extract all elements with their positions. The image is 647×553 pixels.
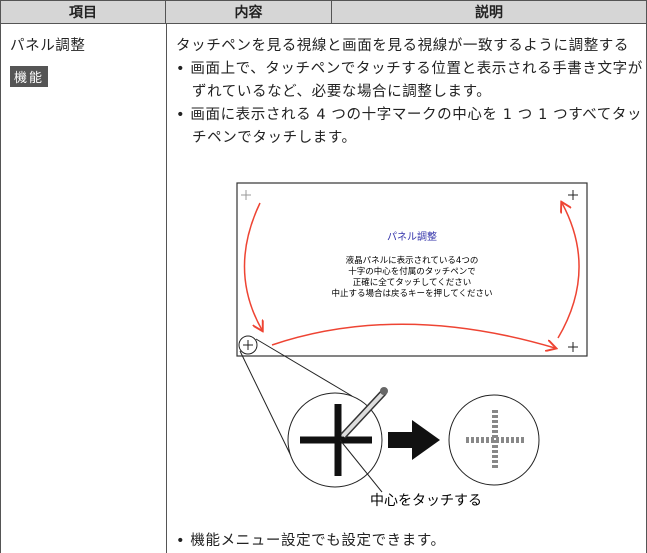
crosshair: [241, 190, 251, 200]
screen-title: パネル調整: [387, 230, 437, 243]
caption: 中心をタッチする: [370, 493, 482, 509]
description: タッチペンを見る視線と画面を見る視線が一致するように調整する: [176, 38, 629, 54]
screen-line: 十字の中心を付属のタッチペンで: [348, 266, 476, 277]
crosshair: [243, 190, 578, 352]
screen-line: 正確に全てタッチしてください: [353, 277, 472, 288]
arrows: [243, 203, 580, 348]
item: パネル調整: [10, 38, 86, 54]
header-cell: 説明: [332, 0, 647, 24]
screen: [236, 182, 588, 357]
pen: [340, 387, 388, 439]
border: [0, 24, 1, 553]
bullet: • 画面に表示される 4 つの十字マークの中心を 1 つ 1 つすべてタッチペン…: [176, 107, 643, 146]
header-cell: 項目: [0, 0, 166, 24]
badge: 機能: [10, 66, 49, 87]
zoom-cross: [300, 404, 372, 476]
big-arrow: [388, 420, 440, 460]
bullet-text: 画面上で、タッチペンでタッチする位置と表示される手書き文字がずれているなど、必要…: [190, 61, 643, 100]
zoom-lines: [239, 338, 353, 459]
bullet: • 画面上で、タッチペンでタッチする位置と表示される手書き文字がずれているなど、…: [176, 61, 643, 100]
bullet-text: 画面に表示される 4 つの十字マークの中心を 1 つ 1 つすべてタッチペンでタ…: [190, 107, 643, 146]
bullet: • 機能メニュー設定でも設定できます。: [176, 533, 446, 549]
focus-circle: [238, 335, 258, 355]
screen-line: 中止する場合は戻るキーを押してください: [332, 288, 493, 299]
screen-line: 液晶パネルに表示されている4つの: [346, 255, 479, 266]
leader-line: [339, 439, 383, 493]
header-cell: 内容: [166, 0, 332, 24]
description-block: タッチペンを見る視線と画面を見る視線が一致するように調整する • 画面上で、タッ…: [176, 35, 644, 150]
border: [166, 24, 167, 553]
result-cross: [466, 410, 524, 470]
bullet-text: 機能メニュー設定でも設定できます。: [190, 533, 446, 549]
